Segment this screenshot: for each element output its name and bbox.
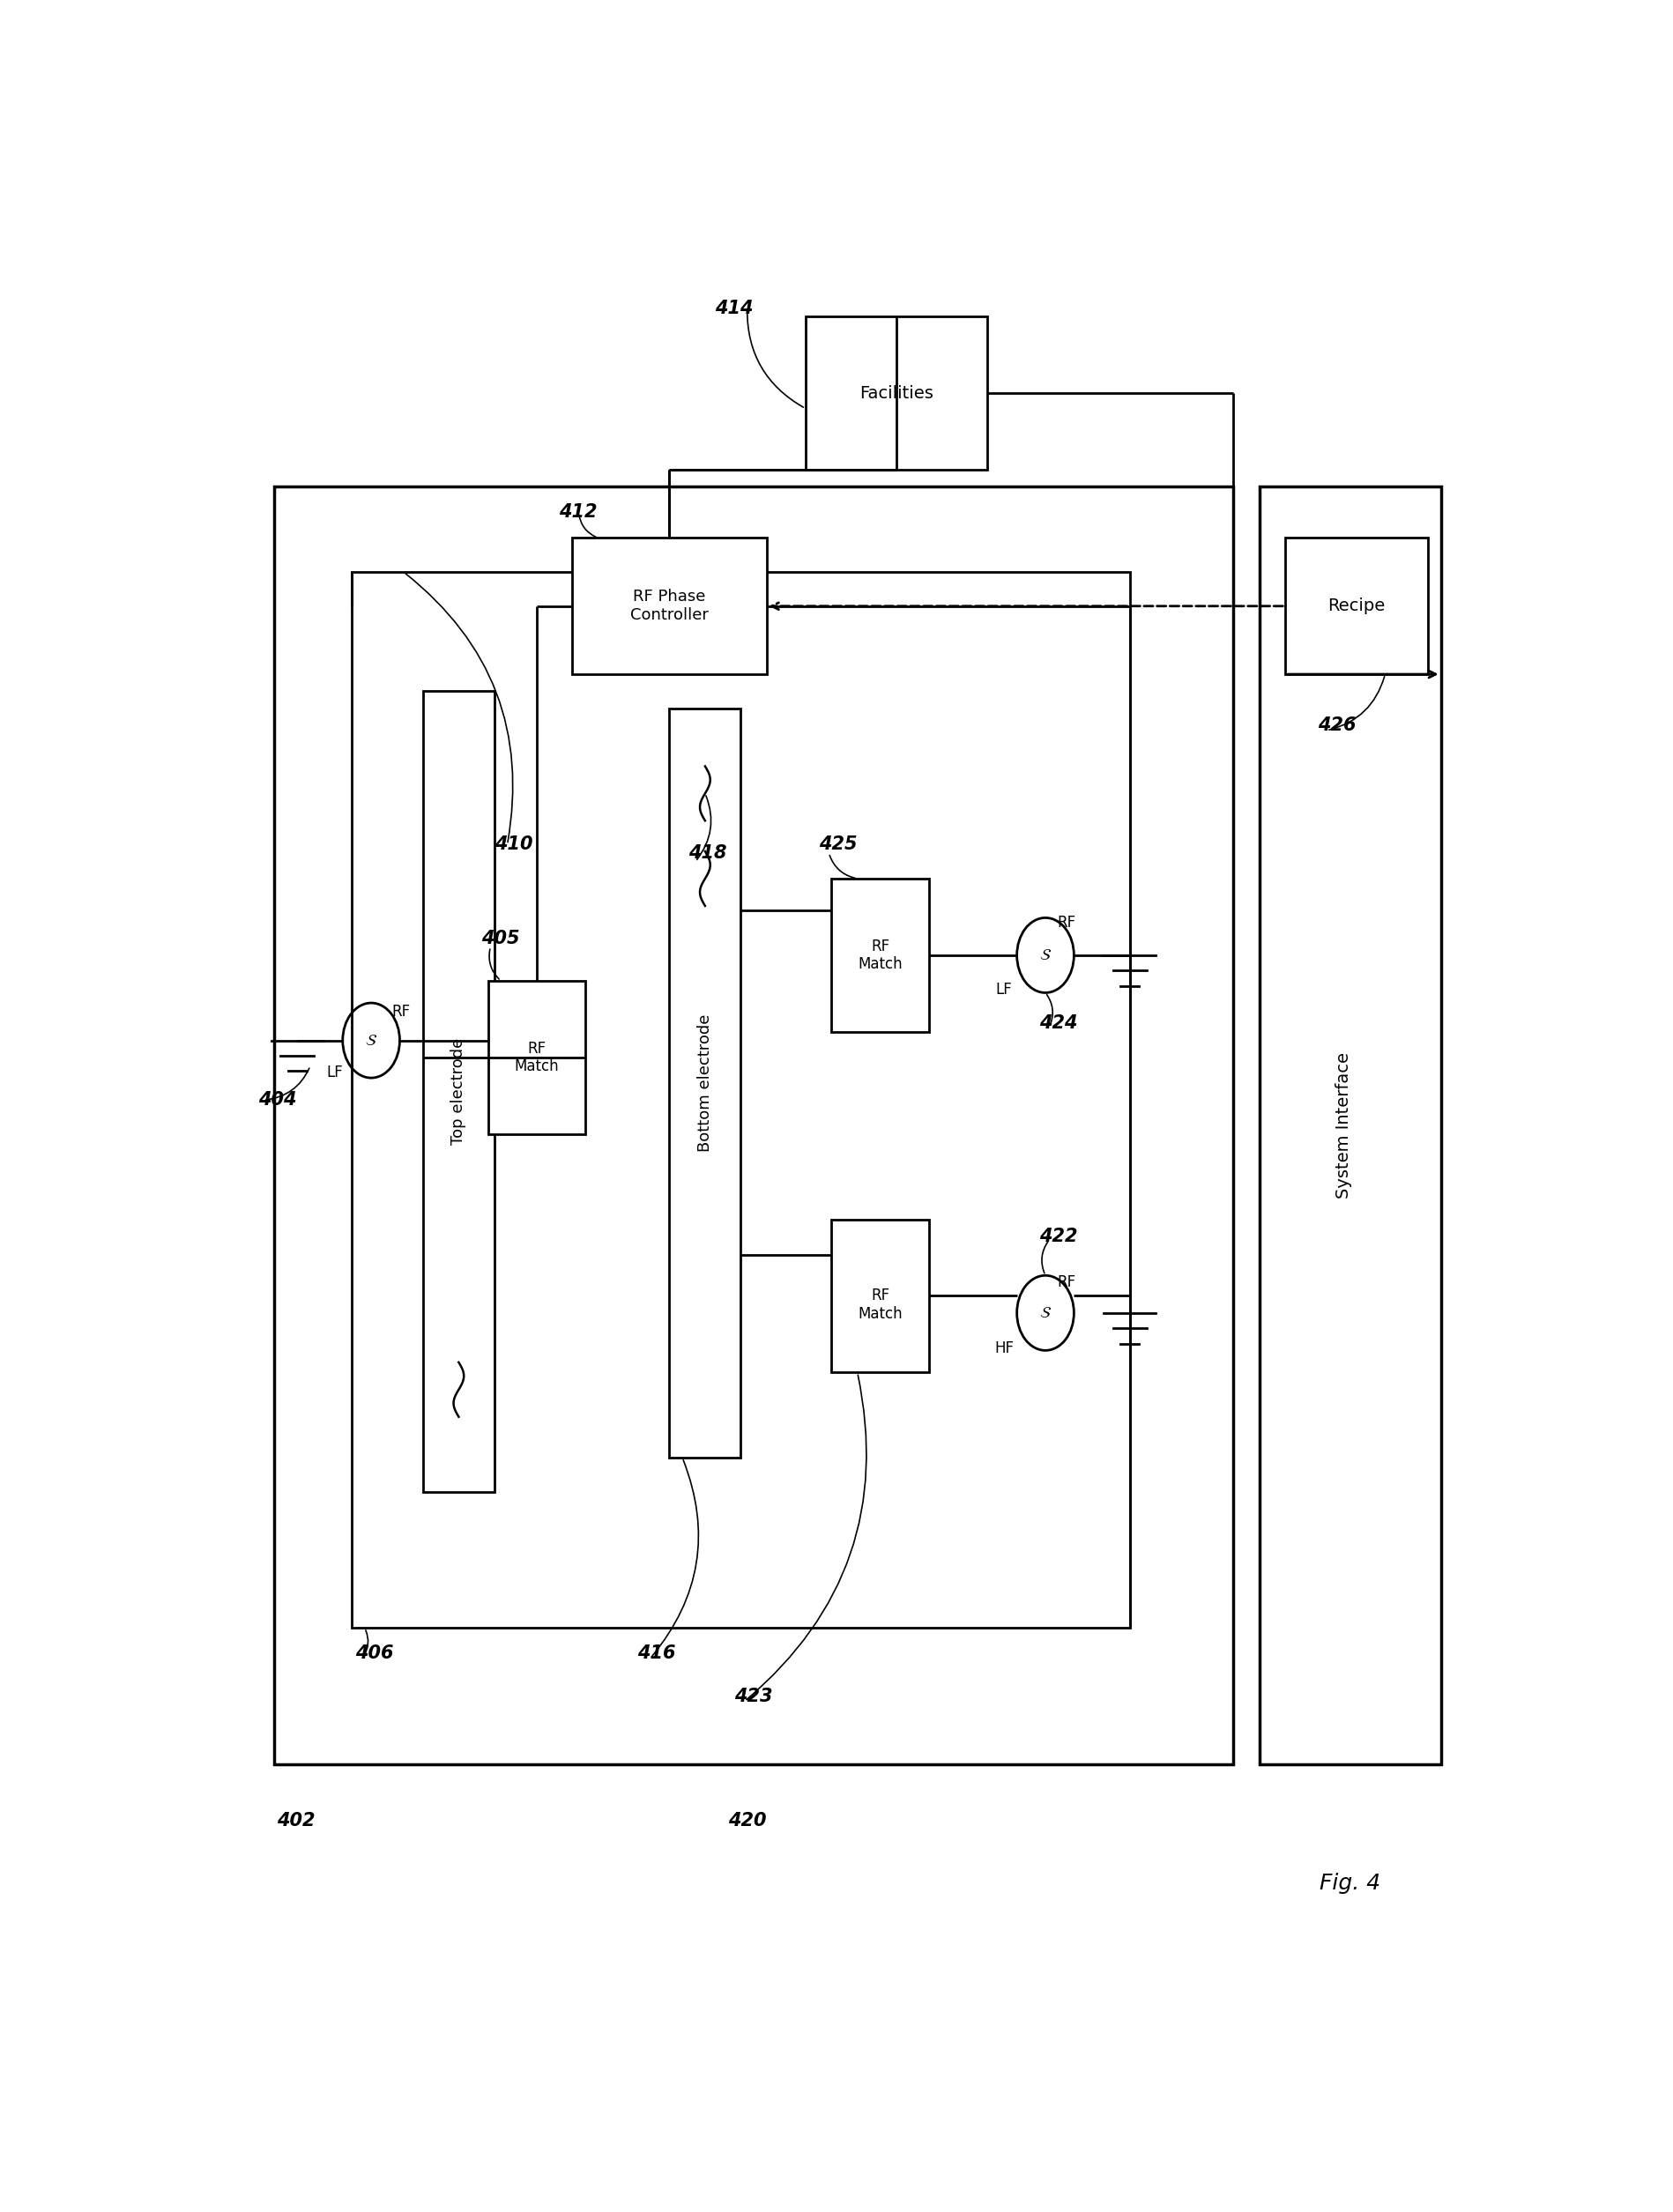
Text: RF
Match: RF Match	[514, 1040, 559, 1075]
Text: RF: RF	[1057, 1274, 1076, 1290]
Text: RF
Match: RF Match	[858, 938, 902, 973]
Bar	[423, 690, 495, 1491]
Bar	[806, 316, 987, 469]
Text: 412: 412	[559, 504, 597, 522]
Bar	[274, 487, 1233, 1765]
Text: Facilities: Facilities	[860, 385, 934, 403]
Text: HF: HF	[994, 1340, 1014, 1356]
Text: Bottom electrode: Bottom electrode	[698, 1013, 713, 1152]
Bar	[831, 878, 929, 1031]
Text: 425: 425	[818, 836, 857, 854]
Bar	[1285, 538, 1427, 675]
Text: 422: 422	[1039, 1228, 1077, 1245]
Text: 402: 402	[276, 1812, 315, 1829]
Bar	[669, 708, 741, 1458]
Bar	[1260, 487, 1440, 1765]
Bar	[831, 1219, 929, 1371]
Text: Top electrode: Top electrode	[450, 1037, 467, 1146]
Text: $\mathcal{S}$: $\mathcal{S}$	[1039, 947, 1052, 962]
Text: $\mathcal{S}$: $\mathcal{S}$	[365, 1033, 378, 1048]
Text: RF
Match: RF Match	[858, 1287, 902, 1321]
Bar	[489, 980, 586, 1135]
Text: Recipe: Recipe	[1328, 597, 1385, 615]
Text: LF: LF	[326, 1064, 343, 1082]
Text: 426: 426	[1318, 717, 1357, 734]
Text: 424: 424	[1039, 1015, 1077, 1033]
Text: System Interface: System Interface	[1335, 1053, 1352, 1199]
Text: 420: 420	[728, 1812, 766, 1829]
Text: RF: RF	[1057, 916, 1076, 931]
Text: LF: LF	[995, 982, 1012, 998]
Text: 414: 414	[714, 299, 753, 316]
Bar	[572, 538, 766, 675]
Text: 404: 404	[258, 1091, 296, 1108]
Text: 410: 410	[495, 836, 532, 854]
Text: RF Phase
Controller: RF Phase Controller	[631, 588, 709, 624]
Text: 423: 423	[734, 1688, 773, 1705]
Text: 405: 405	[482, 929, 520, 947]
Text: RF: RF	[391, 1004, 410, 1020]
Text: $\mathcal{S}$: $\mathcal{S}$	[1039, 1305, 1052, 1321]
Text: 406: 406	[356, 1646, 393, 1663]
Text: 418: 418	[689, 845, 728, 863]
Text: Fig. 4: Fig. 4	[1320, 1874, 1380, 1893]
Text: 416: 416	[637, 1646, 676, 1663]
Bar	[351, 573, 1129, 1628]
